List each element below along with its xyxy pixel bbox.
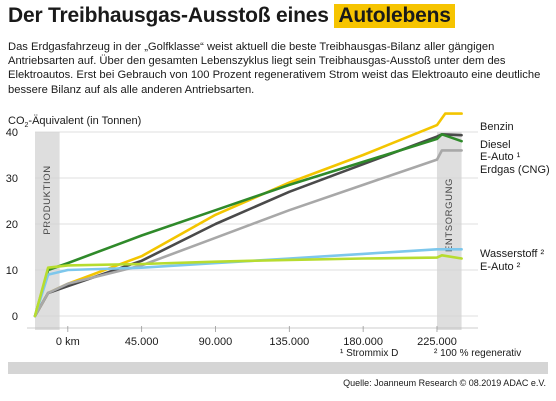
footer-bar <box>8 362 548 374</box>
x-tick-label: 90.000 <box>199 336 233 348</box>
series-line-benzin <box>33 112 463 318</box>
intro-text: Das Erdgasfahrzeug in der „Golfklasse“ w… <box>8 41 541 96</box>
series-line-erdgas-cng- <box>33 149 463 318</box>
phase-band-entsorgung <box>436 132 462 330</box>
series-label: Wasserstoff ² <box>480 248 545 260</box>
series-line-wasserstoff- <box>33 248 463 318</box>
y-tick-label: 0 <box>12 311 18 323</box>
y-tick-label: 40 <box>6 127 18 139</box>
x-tick-label: 135.000 <box>269 336 309 348</box>
emissions-chart: PRODUKTION ENTSORGUNG 0 10 20 30 40 0 km 45.000 9… <box>6 112 550 359</box>
y-tick-label: 30 <box>6 173 18 185</box>
series-label: Erdgas (CNG) <box>480 164 550 176</box>
y-tick-label: 20 <box>6 219 18 231</box>
title-plain: Der Treibhausgas-Ausstoß eines <box>8 4 335 27</box>
series-label: E-Auto ¹ <box>480 151 521 163</box>
x-tick-label: 0 km <box>56 336 80 348</box>
phase-label-entsorgung: ENTSORGUNG <box>444 178 455 252</box>
x-tick-label: 45.000 <box>125 336 159 348</box>
title-highlight: Autolebens <box>334 4 455 28</box>
phase-label-produktion: PRODUKTION <box>42 165 53 234</box>
series-line-e-auto- <box>33 254 463 318</box>
series-label: Diesel <box>480 139 511 151</box>
footnote-regenerativ: ² 100 % regenerativ <box>434 348 521 359</box>
footnote-strommix: ¹ Strommix D <box>340 348 398 359</box>
x-tick-label: 180.000 <box>343 336 383 348</box>
series-label: E-Auto ² <box>480 261 521 273</box>
series-label: Benzin <box>480 121 514 133</box>
y-tick-label: 10 <box>6 265 18 277</box>
page-title: Der Treibhausgas-Ausstoß eines Autoleben… <box>8 4 455 28</box>
x-tick-label: 225.000 <box>417 336 457 348</box>
source-credit: Quelle: Joanneum Research © 08.2019 ADAC… <box>343 378 546 388</box>
y-axis-label: CO2-Äquivalent (in Tonnen) <box>8 115 142 130</box>
